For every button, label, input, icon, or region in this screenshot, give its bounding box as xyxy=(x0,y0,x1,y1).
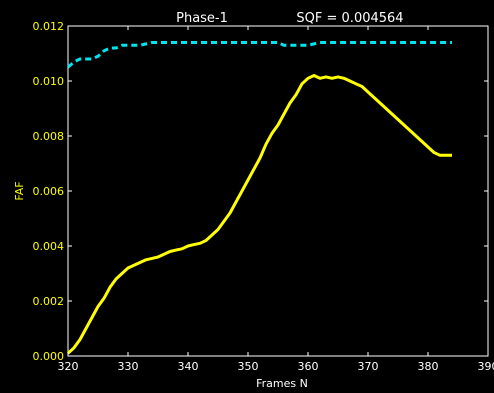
x-tick-label: 370 xyxy=(358,360,379,373)
y-axis-label: FAF xyxy=(13,181,26,200)
series-line-dashed xyxy=(66,41,452,69)
x-tick-label: 380 xyxy=(418,360,439,373)
y-axis-ticks: 0.000 0.002 0.004 0.006 0.008 0.010 0.012 xyxy=(33,20,488,363)
y-tick-label: 0.008 xyxy=(33,130,65,143)
x-tick-label: 320 xyxy=(58,360,79,373)
x-tick-label: 390 xyxy=(478,360,494,373)
x-tick-label: 350 xyxy=(238,360,259,373)
x-tick-label: 360 xyxy=(298,360,319,373)
y-tick-label: 0.004 xyxy=(33,240,65,253)
y-tick-label: 0.006 xyxy=(33,185,65,198)
y-tick-label: 0.010 xyxy=(33,75,65,88)
y-tick-label: 0.002 xyxy=(33,295,65,308)
series-line-solid xyxy=(66,74,452,355)
x-axis-ticks: 320 330 340 350 360 370 380 390 xyxy=(58,26,494,373)
y-tick-label: 0.000 xyxy=(33,350,65,363)
chart-subtitle: SQF = 0.004564 xyxy=(296,11,403,26)
y-tick-label: 0.012 xyxy=(33,20,65,33)
x-tick-label: 340 xyxy=(178,360,199,373)
series-layer xyxy=(66,41,452,355)
x-tick-label: 330 xyxy=(118,360,139,373)
chart-title: Phase-1 xyxy=(176,11,228,26)
x-axis-label: Frames N xyxy=(256,377,308,390)
